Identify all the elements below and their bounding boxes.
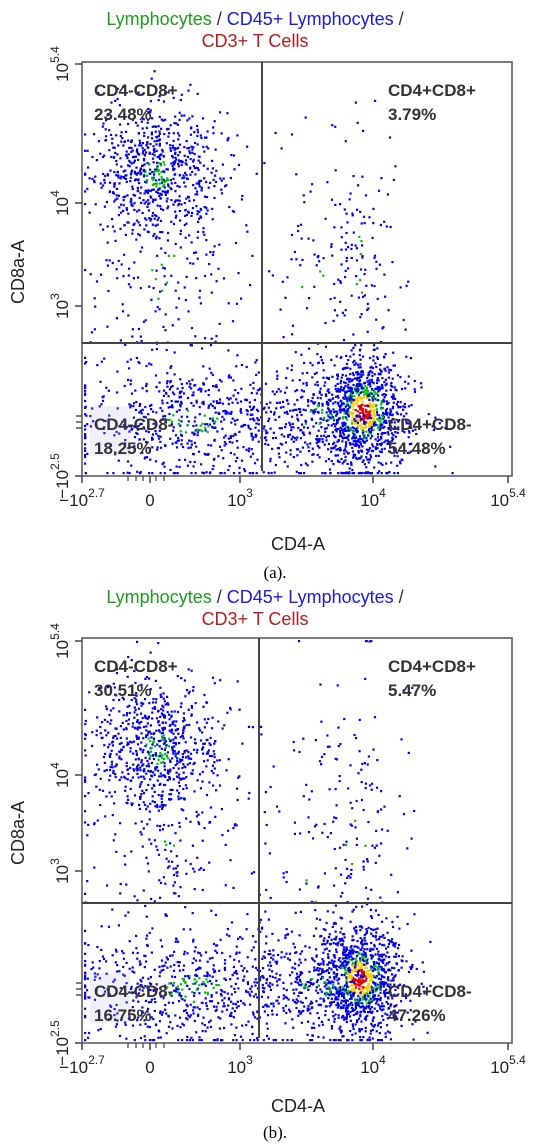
quadrant-label: CD4+CD8- [388, 415, 472, 434]
y-axis-label: CD8a-A [8, 801, 28, 865]
gate-separator: / [393, 9, 404, 29]
gate-title-line-2: CD3+ T Cells [15, 608, 495, 630]
plot-frame [81, 61, 513, 477]
quadrant-label: CD4+CD8- [388, 982, 472, 1001]
quadrant-label: CD4+CD8+ [388, 657, 476, 676]
y-axis-label: CD8a-A [8, 240, 28, 304]
y-tick-label: 103 [48, 293, 72, 319]
quadrant-label: CD4+CD8+ [388, 81, 476, 100]
y-tick-label: 104 [48, 762, 72, 788]
gate-title: Lymphocytes / CD45+ Lymphocytes / CD3+ T… [15, 8, 495, 52]
gate-title-line-1: Lymphocytes / CD45+ Lymphocytes / [15, 586, 495, 608]
x-tick-label: 105.4 [490, 1053, 526, 1077]
gate-title-line-1: Lymphocytes / CD45+ Lymphocytes / [15, 8, 495, 30]
quadrant-percent: 47.26% [388, 1006, 446, 1025]
panel-caption: (a). [263, 563, 287, 582]
y-tick-label: −102.5 [48, 453, 72, 499]
gate-lymphocytes: Lymphocytes [106, 587, 212, 607]
x-tick-label: 0 [145, 1058, 154, 1077]
gate-cd45-lymphocytes: CD45+ Lymphocytes [226, 9, 394, 29]
quadrant-label: CD4-CD8+ [94, 81, 178, 100]
quadrant-label: CD4-CD8+ [94, 657, 178, 676]
event-cloud [84, 70, 454, 475]
gate-title: Lymphocytes / CD45+ Lymphocytes / CD3+ T… [15, 586, 495, 630]
x-tick-label: 104 [360, 486, 386, 510]
gate-separator: / [211, 587, 227, 607]
quadrant-label: CD4-CD8- [94, 982, 173, 1001]
quadrant-label: CD4-CD8- [94, 415, 173, 434]
y-tick-label: 104 [48, 190, 72, 216]
gate-title-line-2: CD3+ T Cells [15, 30, 495, 52]
x-tick-label: 103 [227, 486, 253, 510]
y-tick-label: 105.4 [48, 623, 72, 659]
flow-plot-panel-b: Lymphocytes / CD45+ Lymphocytes / CD3+ T… [0, 585, 550, 1145]
quadrant-percent: 23.48% [94, 105, 152, 124]
x-tick-label: 105.4 [490, 486, 526, 510]
quadrant-percent: 16.75% [94, 1006, 152, 1025]
panel-caption: (b). [262, 1123, 288, 1142]
y-tick-label: 105.4 [48, 46, 72, 82]
gate-cd3-t-cells: CD3+ T Cells [201, 609, 309, 629]
gate-separator: / [393, 587, 404, 607]
x-tick-label: 103 [227, 1053, 253, 1077]
y-tick-label: 103 [48, 858, 72, 884]
quadrant-percent: 18.25% [94, 439, 152, 458]
scatter-plot: CD4-CD8+ 30.51% CD4+CD8+ 5.47% CD4-CD8- 16.75… [8, 623, 526, 1116]
gate-cd45-lymphocytes: CD45+ Lymphocytes [226, 587, 394, 607]
gate-cd3-t-cells: CD3+ T Cells [201, 31, 309, 51]
x-axis-label: CD4-A [271, 1096, 325, 1116]
x-axis-label: CD4-A [271, 534, 325, 554]
x-tick-label: 0 [145, 491, 154, 510]
event-cloud [84, 640, 432, 1042]
x-tick-label: 104 [360, 1053, 386, 1077]
flow-plot-panel-a: Lymphocytes / CD45+ Lymphocytes / CD3+ T… [8, 8, 526, 582]
gate-separator: / [211, 9, 227, 29]
quadrant-percent: 30.51% [94, 681, 152, 700]
gate-lymphocytes: Lymphocytes [106, 9, 212, 29]
quadrant-percent: 54.48% [388, 439, 446, 458]
scatter-plot: CD4-CD8+ 23.48% CD4+CD8+ 3.79% CD4-CD8- 18.25… [8, 46, 526, 554]
y-tick-label: −102.5 [48, 1020, 72, 1066]
quadrant-percent: 5.47% [388, 681, 436, 700]
quadrant-percent: 3.79% [388, 105, 436, 124]
